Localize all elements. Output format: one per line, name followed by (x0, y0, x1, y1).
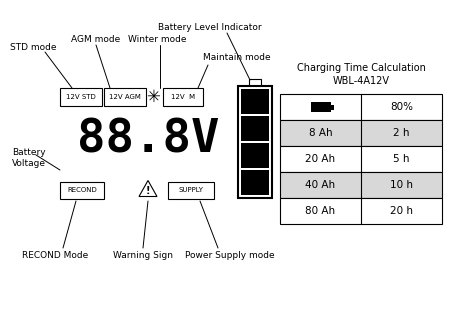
Text: 5 h: 5 h (393, 154, 410, 164)
Bar (60, 88, 102, 106)
Bar (241, 116, 269, 141)
Text: Winter mode: Winter mode (128, 35, 186, 45)
Text: RECOND: RECOND (67, 188, 97, 193)
Text: Battery
Voltage: Battery Voltage (12, 148, 46, 168)
Bar (241, 89, 269, 114)
Text: 20 h: 20 h (390, 206, 413, 216)
Text: STD mode: STD mode (10, 44, 56, 53)
Bar (249, 79, 261, 86)
Text: 80%: 80% (390, 102, 413, 112)
Bar (60, 182, 104, 199)
Text: ✳: ✳ (146, 88, 160, 106)
Bar (104, 88, 146, 106)
Text: Maintain mode: Maintain mode (203, 54, 270, 62)
Text: 12V  M: 12V M (171, 94, 195, 100)
Text: 20 Ah: 20 Ah (306, 154, 336, 164)
Text: Warning Sign: Warning Sign (113, 251, 173, 259)
Bar (238, 86, 272, 198)
Text: Battery Level Indicator: Battery Level Indicator (158, 23, 262, 32)
Bar (168, 182, 214, 199)
Bar (241, 170, 269, 195)
Text: 12V STD: 12V STD (66, 94, 96, 100)
Text: !: ! (146, 187, 150, 197)
Text: WBL-4A12V: WBL-4A12V (333, 76, 390, 86)
Text: RECOND Mode: RECOND Mode (22, 251, 88, 259)
Bar (280, 146, 442, 172)
Text: Power Supply mode: Power Supply mode (185, 251, 275, 259)
Bar (310, 102, 330, 112)
Text: 40 Ah: 40 Ah (306, 180, 336, 190)
Bar (241, 143, 269, 168)
Text: 2 h: 2 h (393, 128, 410, 138)
Bar (280, 172, 442, 198)
Bar (280, 120, 442, 146)
Text: 8 Ah: 8 Ah (309, 128, 332, 138)
Text: AGM mode: AGM mode (72, 35, 121, 45)
Text: 88.8V: 88.8V (77, 118, 219, 162)
Bar (330, 105, 333, 110)
Text: 10 h: 10 h (390, 180, 413, 190)
Text: Charging Time Calculation: Charging Time Calculation (297, 63, 425, 73)
Text: SUPPLY: SUPPLY (179, 188, 203, 193)
Text: 80 Ah: 80 Ah (306, 206, 336, 216)
Bar (280, 198, 442, 224)
Bar (163, 88, 203, 106)
Text: 12V AGM: 12V AGM (109, 94, 141, 100)
Bar (280, 94, 442, 120)
